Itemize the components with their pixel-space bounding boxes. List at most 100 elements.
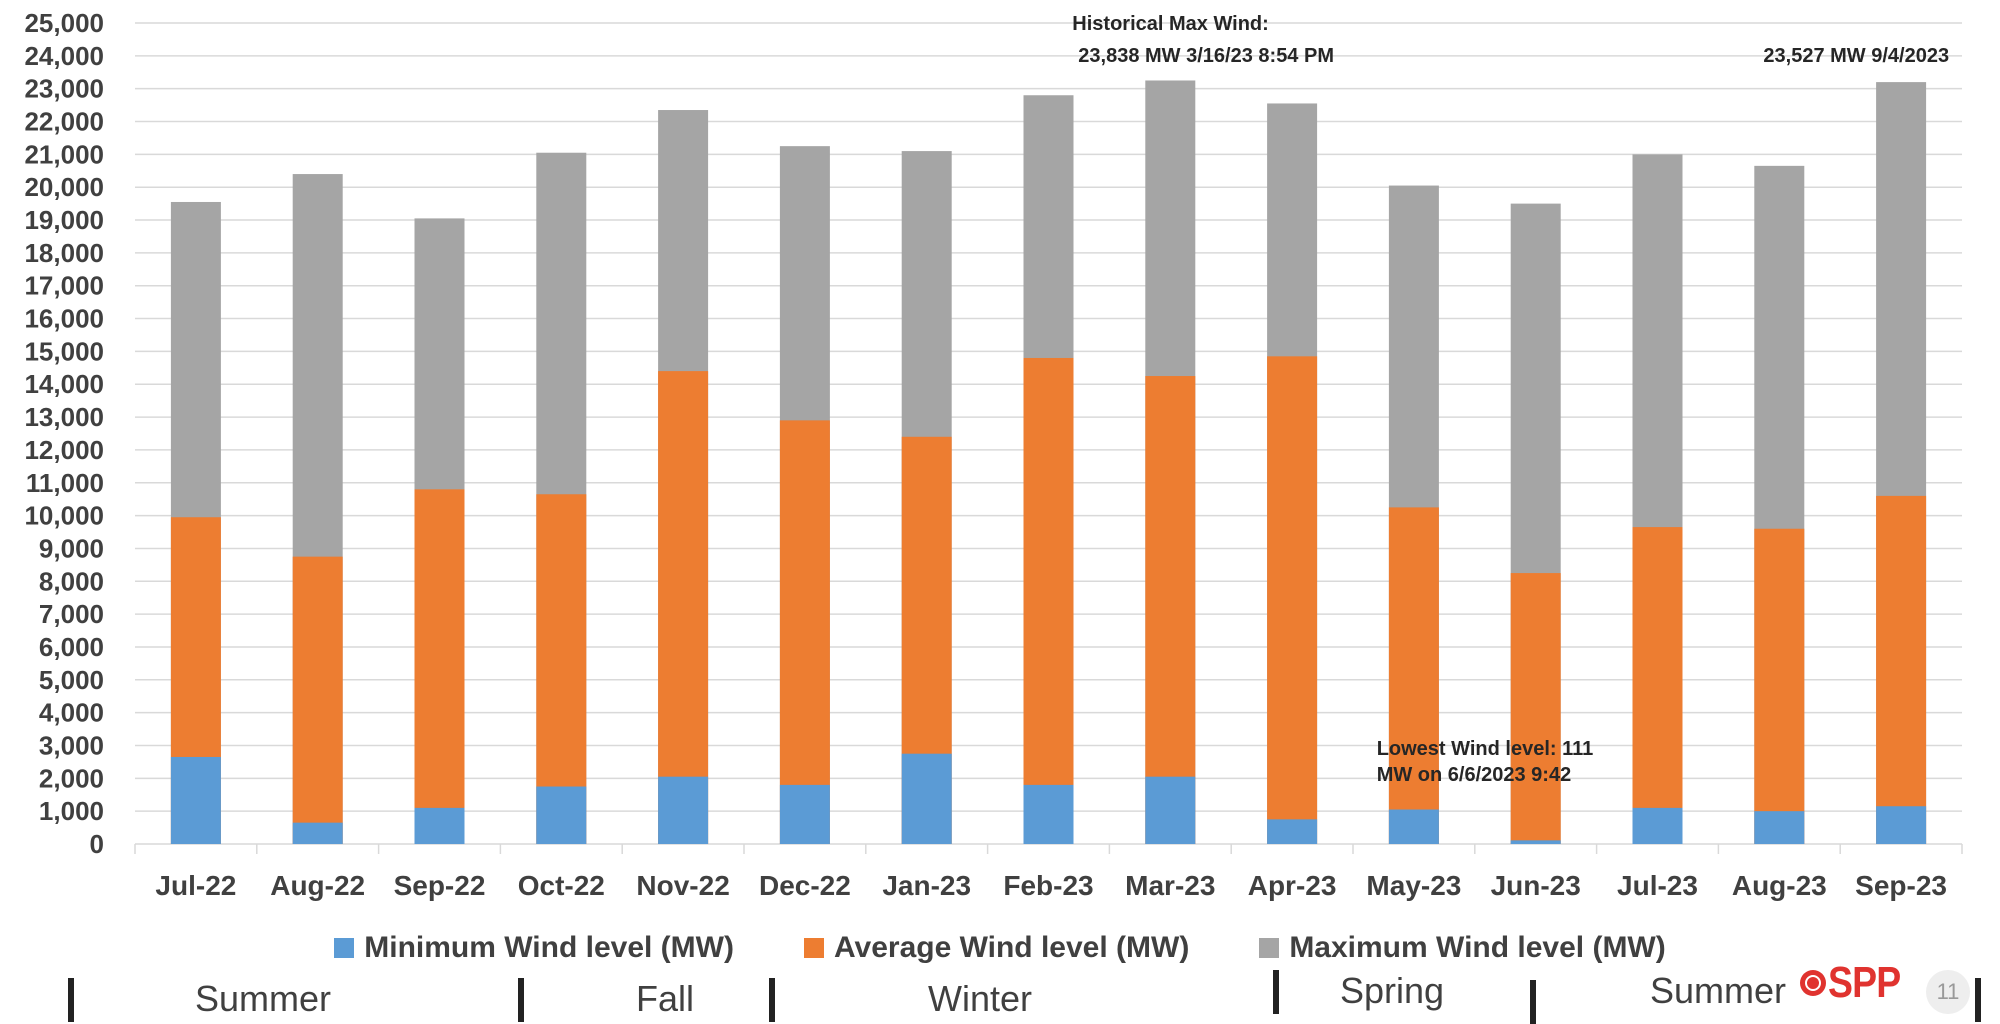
y-tick-label: 0 (90, 829, 104, 859)
y-tick-label: 7,000 (39, 599, 104, 629)
bar-minimum (1267, 819, 1318, 844)
season-divider (1273, 970, 1279, 1014)
legend-swatch-maximum (1259, 938, 1280, 958)
x-tick-label: Jun-23 (1491, 870, 1581, 901)
y-tick-label: 6,000 (39, 632, 104, 662)
y-tick-label: 19,000 (24, 205, 104, 235)
bar-minimum (1632, 807, 1683, 844)
legend-item-maximum: Maximum Wind level (MW) (1259, 931, 1666, 965)
y-tick-label: 11,000 (26, 468, 104, 498)
bar-average (292, 556, 343, 844)
y-tick-label: 5,000 (39, 665, 104, 695)
spp-logo-text: SPP (1828, 958, 1901, 1007)
annotation-min-line2: MW on 6/6/2023 9:42 (1377, 764, 1572, 786)
season-divider (1530, 980, 1536, 1024)
bar-average (536, 494, 587, 844)
annotation-max-line1: Historical Max Wind: (1072, 13, 1269, 35)
x-tick-label: Feb-23 (1003, 870, 1093, 901)
y-tick-label: 20,000 (24, 172, 104, 202)
bar-minimum (536, 786, 587, 844)
bar-average (1023, 357, 1074, 844)
y-tick-label: 14,000 (24, 369, 104, 399)
bar-average (779, 420, 830, 844)
y-tick-label: 10,000 (24, 501, 104, 531)
legend-label-minimum: Minimum Wind level (MW) (364, 931, 734, 964)
bar-minimum (658, 776, 709, 844)
bar-average (658, 371, 709, 844)
season-divider (1975, 978, 1981, 1022)
x-tick-label: Jan-23 (882, 870, 971, 901)
bar-minimum (1388, 809, 1439, 844)
y-tick-label: 3,000 (39, 730, 104, 760)
x-tick-label: Jul-22 (155, 870, 236, 901)
bar-average (1267, 356, 1318, 844)
page-number: 11 (1926, 970, 1970, 1014)
annotation-sep-max: 23,527 MW 9/4/2023 (1763, 45, 1949, 67)
x-tick-label: Sep-23 (1855, 870, 1947, 901)
x-tick-label: Apr-23 (1248, 870, 1337, 901)
bar-minimum (1754, 811, 1805, 844)
y-tick-label: 9,000 (39, 533, 104, 563)
annotation-max-line2: 23,838 MW 3/16/23 8:54 PM (1078, 45, 1334, 67)
y-tick-label: 1,000 (39, 796, 104, 826)
x-tick-label: Aug-23 (1732, 870, 1827, 901)
season-label-spring: Spring (1340, 970, 1445, 1011)
x-tick-label: Jul-23 (1617, 870, 1698, 901)
season-divider (769, 978, 775, 1022)
legend-swatch-average (803, 938, 824, 958)
y-tick-label: 23,000 (24, 74, 104, 104)
legend-label-average: Average Wind level (MW) (833, 931, 1190, 964)
y-tick-label: 25,000 (24, 8, 104, 38)
x-tick-label: Nov-22 (636, 870, 729, 901)
season-label-summer-2: Summer (1650, 970, 1787, 1011)
y-tick-label: 17,000 (24, 271, 104, 301)
bar-minimum (1023, 784, 1074, 844)
bar-minimum (1145, 776, 1196, 844)
y-tick-label: 22,000 (24, 107, 104, 137)
legend-swatch-minimum (334, 938, 355, 958)
bar-minimum (1876, 806, 1927, 844)
y-tick-label: 15,000 (24, 336, 104, 366)
bar-minimum (901, 753, 952, 844)
annotation-min-line1: Lowest Wind level: 111 (1377, 738, 1594, 760)
legend-item-average: Average Wind level (MW) (803, 931, 1190, 965)
bar-average (414, 489, 465, 844)
y-tick-label: 8,000 (39, 566, 104, 596)
bar-average (1876, 495, 1927, 844)
y-tick-label: 18,000 (24, 238, 104, 268)
season-label-summer: Summer (195, 978, 332, 1019)
legend: Minimum Wind level (MW) Average Wind lev… (0, 928, 2000, 968)
x-tick-label: Mar-23 (1125, 870, 1215, 901)
spp-logo: SPP (1800, 958, 1913, 1008)
y-tick-label: 24,000 (24, 41, 104, 71)
bar-average (1388, 507, 1439, 844)
spp-logo-icon (1800, 970, 1826, 996)
bar-average (1510, 573, 1561, 844)
bar-average (1145, 376, 1196, 844)
bar-minimum (1510, 840, 1561, 844)
x-tick-label: Dec-22 (759, 870, 851, 901)
season-divider (518, 978, 524, 1022)
season-label-winter: Winter (928, 978, 1033, 1019)
y-tick-label: 4,000 (39, 698, 104, 728)
y-tick-label: 12,000 (24, 435, 104, 465)
x-tick-label: May-23 (1366, 870, 1461, 901)
bar-average (1754, 528, 1805, 844)
y-tick-label: 16,000 (24, 304, 104, 334)
wind-level-chart: 01,0002,0003,0004,0005,0006,0007,0008,00… (24, 8, 1963, 901)
season-label-fall: Fall (636, 978, 695, 1019)
legend-item-minimum: Minimum Wind level (MW) (334, 931, 734, 965)
bar-average (1632, 527, 1683, 844)
x-tick-label: Aug-22 (270, 870, 365, 901)
y-tick-label: 2,000 (39, 763, 104, 793)
legend-label-maximum: Maximum Wind level (MW) (1289, 931, 1666, 964)
x-tick-label: Oct-22 (518, 870, 605, 901)
bar-minimum (414, 807, 465, 844)
bar-minimum (292, 822, 343, 844)
bar-minimum (170, 756, 221, 844)
season-divider (68, 978, 74, 1022)
bar-minimum (779, 784, 830, 844)
x-tick-label: Sep-22 (394, 870, 486, 901)
y-tick-label: 13,000 (24, 402, 104, 432)
y-tick-label: 21,000 (24, 139, 104, 169)
